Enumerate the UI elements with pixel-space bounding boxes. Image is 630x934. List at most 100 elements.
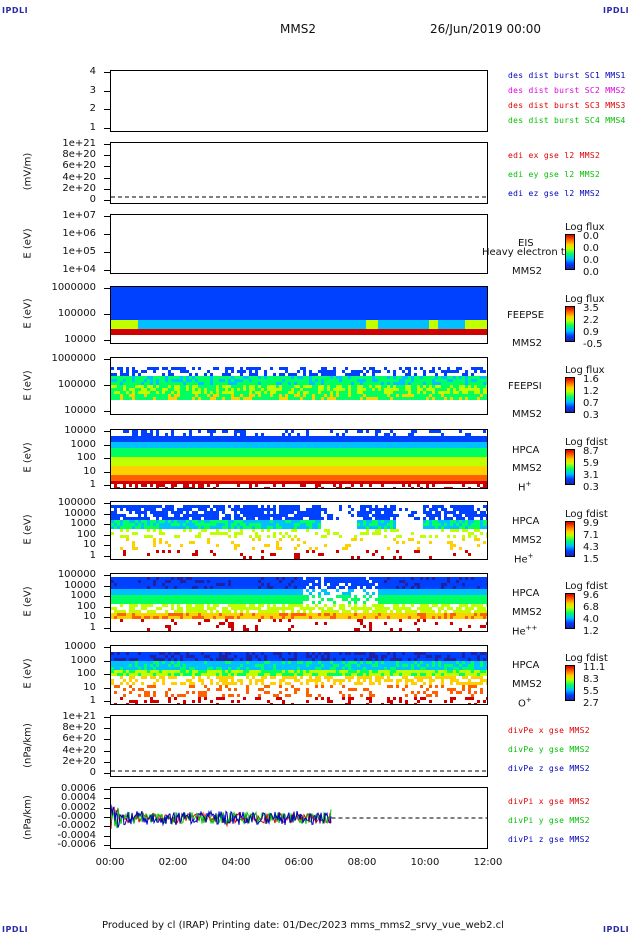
spectrogram-cell: [216, 481, 219, 484]
spectrogram-cell: [234, 320, 237, 323]
spectrogram-cell: [204, 373, 207, 376]
spectrogram-cell: [159, 323, 162, 326]
spectrogram-cell: [246, 320, 249, 323]
spectrogram-cell: [369, 326, 372, 329]
spectrogram-cell: [201, 439, 204, 442]
spectrogram-cell: [192, 397, 195, 400]
spectrogram-cell: [141, 290, 144, 293]
spectrogram-cell: [261, 326, 264, 329]
spectrogram-cell: [438, 320, 441, 323]
spectrogram-cell: [231, 302, 234, 305]
spectrogram-cell: [234, 394, 237, 397]
spectrogram-cell: [153, 326, 156, 329]
y-tick-mark: [104, 200, 110, 201]
spectrogram-cell: [249, 367, 252, 370]
spectrogram-cell: [207, 320, 210, 323]
spectrogram-cell: [138, 475, 141, 478]
spectrogram-cell: [417, 391, 420, 394]
spectrogram-cell: [462, 323, 465, 326]
spectrogram-cell: [381, 397, 384, 400]
spectrogram-cell: [177, 475, 180, 478]
spectrogram-cell: [123, 430, 126, 433]
spectrogram-cell: [345, 451, 348, 454]
spectrogram-cell: [336, 379, 339, 382]
spectrogram-cell: [351, 385, 354, 388]
spectrogram-cell: [186, 299, 189, 302]
spectrogram-cell: [213, 290, 216, 293]
spectrogram-cell: [384, 448, 387, 451]
spectrogram-cell: [198, 430, 201, 433]
spectrogram-cell: [399, 314, 402, 317]
spectrogram-cell: [414, 311, 417, 314]
spectrogram-cell: [261, 448, 264, 451]
spectrogram-cell: [243, 370, 246, 373]
spectrogram-cell: [306, 457, 309, 460]
spectrogram-cell: [462, 388, 465, 391]
spectrogram-cell: [414, 397, 417, 400]
spectrogram-cell: [165, 382, 168, 385]
spectrogram-cell: [186, 469, 189, 472]
spectrogram-cell: [279, 445, 282, 448]
spectrogram-cell: [333, 472, 336, 475]
spectrogram-cell: [297, 463, 300, 466]
spectrogram-cell: [183, 472, 186, 475]
spectrogram-cell: [405, 445, 408, 448]
spectrogram-cell: [315, 448, 318, 451]
spectrogram-cell: [168, 314, 171, 317]
spectrogram-cell: [126, 466, 129, 469]
spectrogram-cell: [135, 296, 138, 299]
spectrogram-cell: [177, 332, 180, 335]
spectrogram-cell: [225, 457, 228, 460]
spectrogram-cell: [201, 442, 204, 445]
spectrogram-cell: [114, 451, 117, 454]
spectrogram-cell: [324, 302, 327, 305]
spectrogram-cell: [156, 299, 159, 302]
spectrogram-cell: [372, 475, 375, 478]
spectrogram-cell: [393, 445, 396, 448]
spectrogram-cell: [222, 299, 225, 302]
legend-entry: edi ez gse l2 MMS2: [508, 189, 601, 198]
spectrogram-cell: [444, 308, 447, 311]
spectrogram-cell: [393, 305, 396, 308]
spectrogram-cell: [372, 293, 375, 296]
spectrogram-cell: [477, 379, 480, 382]
spectrogram-cell: [255, 448, 258, 451]
spectrogram-cell: [453, 376, 456, 379]
spectrogram-cell: [309, 373, 312, 376]
spectrogram-cell: [321, 367, 324, 370]
spectrogram-cell: [183, 296, 186, 299]
spectrogram-cell: [384, 329, 387, 332]
spectrogram-cell: [366, 314, 369, 317]
spectrogram-cell: [216, 472, 219, 475]
spectrogram-cell: [354, 448, 357, 451]
ylabel-feepsi: E (eV): [22, 370, 34, 401]
spectrogram-cell: [147, 287, 150, 290]
spectrogram-cell: [123, 317, 126, 320]
spectrogram-cell: [195, 323, 198, 326]
spectrogram-cell: [225, 299, 228, 302]
spectrogram-cell: [165, 302, 168, 305]
spectrogram-cell: [318, 454, 321, 457]
spectrogram-cell: [315, 329, 318, 332]
spectrogram-cell: [384, 466, 387, 469]
legend-entry: edi ex gse l2 MMS2: [508, 151, 601, 160]
spectrogram-cell: [372, 323, 375, 326]
spectrogram-cell: [219, 311, 222, 314]
spectrogram-cell: [426, 379, 429, 382]
spectrogram-cell: [297, 457, 300, 460]
spectrogram-cell: [243, 379, 246, 382]
spectrogram-cell: [327, 475, 330, 478]
spectrogram-cell: [147, 454, 150, 457]
spectrogram-cell: [279, 448, 282, 451]
spectrogram-cell: [474, 394, 477, 397]
spectrogram-cell: [294, 293, 297, 296]
spectrogram-cell: [330, 370, 333, 373]
spectrogram-cell: [171, 382, 174, 385]
spectrogram-cell: [192, 314, 195, 317]
spectrogram-cell: [189, 448, 192, 451]
spectrogram-cell: [159, 454, 162, 457]
spectrogram-cell: [243, 287, 246, 290]
spectrogram-cell: [363, 290, 366, 293]
spectrogram-cell: [462, 376, 465, 379]
spectrogram-cell: [468, 290, 471, 293]
